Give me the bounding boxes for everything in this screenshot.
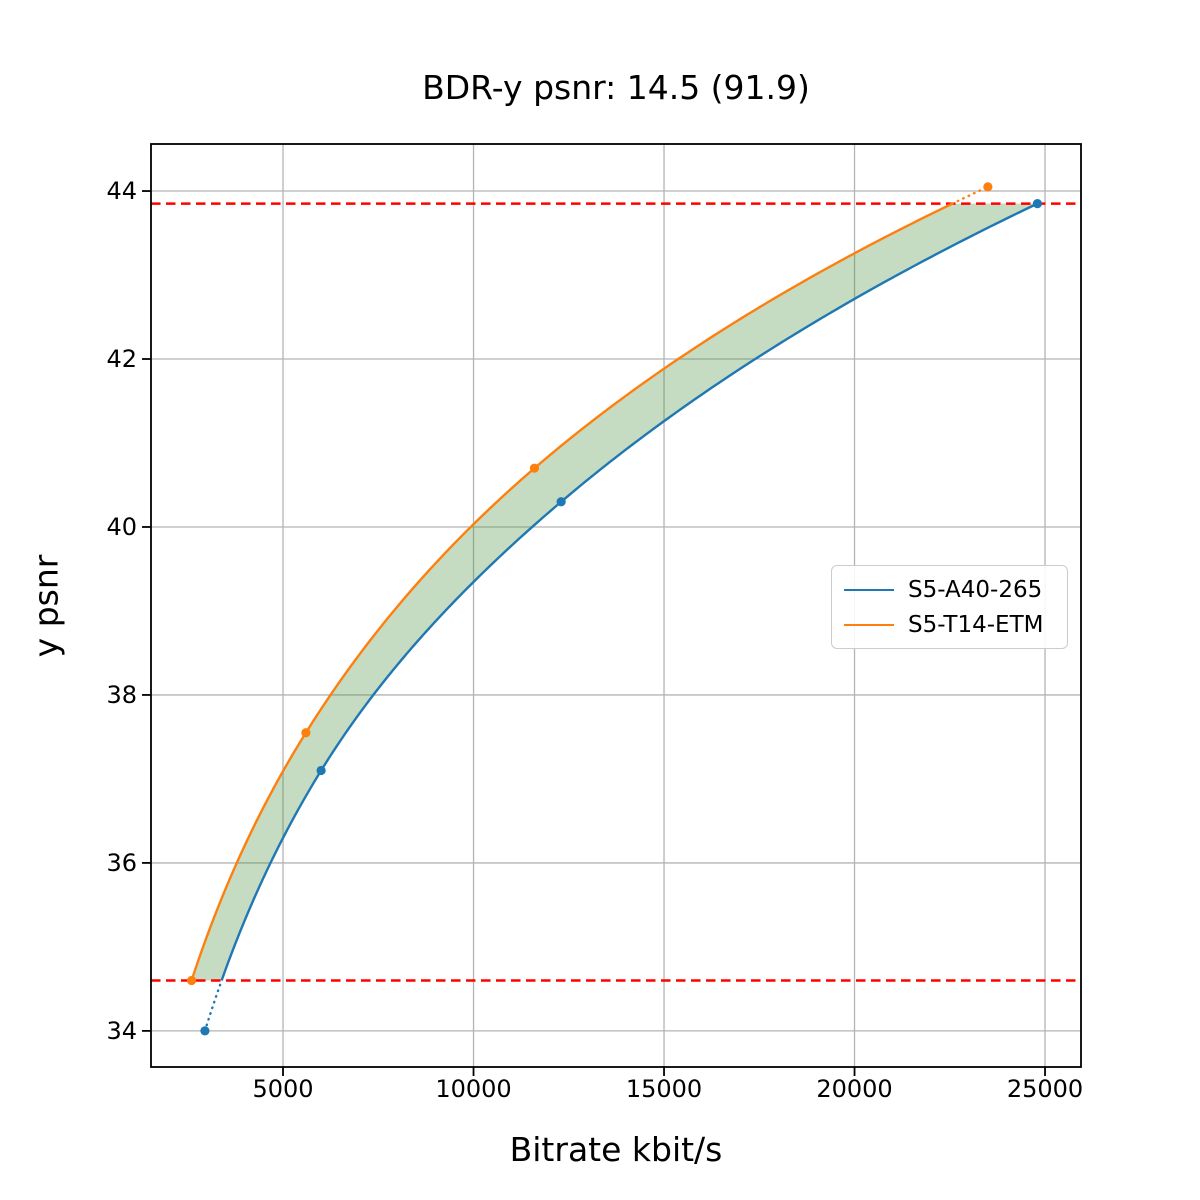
data-point-marker bbox=[186, 975, 197, 986]
legend-label: S5-T14-ETM bbox=[908, 611, 1044, 638]
y-tick-label: 42 bbox=[106, 345, 137, 373]
legend-line-sample-blue bbox=[844, 588, 894, 591]
legend-item: S5-A40-265 bbox=[844, 576, 1055, 604]
y-tick-label: 36 bbox=[106, 848, 137, 877]
data-point-marker bbox=[1032, 199, 1043, 209]
x-tick-label: 25000 bbox=[1006, 1075, 1084, 1103]
y-tick-label: 40 bbox=[106, 512, 137, 541]
legend-item: S5-T14-ETM bbox=[844, 611, 1055, 639]
legend-label: S5-A40-265 bbox=[908, 576, 1043, 603]
plot-border bbox=[150, 143, 1082, 1068]
series-line bbox=[220, 202, 1038, 981]
data-point-marker bbox=[301, 728, 311, 738]
series-line bbox=[190, 202, 953, 981]
y-tick-label: 44 bbox=[106, 177, 137, 206]
data-point-marker bbox=[983, 182, 993, 192]
x-tick-label: 10000 bbox=[435, 1075, 512, 1103]
x-tick-label: 20000 bbox=[816, 1075, 893, 1103]
chart-title: BDR-y psnr: 14.5 (91.9) bbox=[422, 68, 810, 107]
y-tick-label: 34 bbox=[106, 1016, 137, 1045]
legend-line-sample-orange bbox=[844, 623, 894, 626]
legend: S5-A40-265 S5-T14-ETM bbox=[831, 565, 1068, 649]
data-point-marker bbox=[556, 497, 566, 507]
x-axis-label: Bitrate kbit/s bbox=[509, 1130, 723, 1169]
data-layer bbox=[151, 182, 1081, 1036]
y-axis-label: y psnr bbox=[26, 554, 66, 658]
data-point-marker bbox=[529, 463, 540, 473]
x-tick-label: 5000 bbox=[252, 1075, 314, 1103]
tick-marks bbox=[142, 190, 1046, 1076]
x-tick-label: 15000 bbox=[625, 1075, 703, 1103]
data-point-marker bbox=[316, 765, 326, 776]
y-tick-label: 38 bbox=[106, 680, 137, 709]
grid-lines bbox=[151, 144, 1081, 1067]
series-dotted-segment bbox=[951, 185, 990, 205]
data-point-marker bbox=[200, 1026, 210, 1036]
